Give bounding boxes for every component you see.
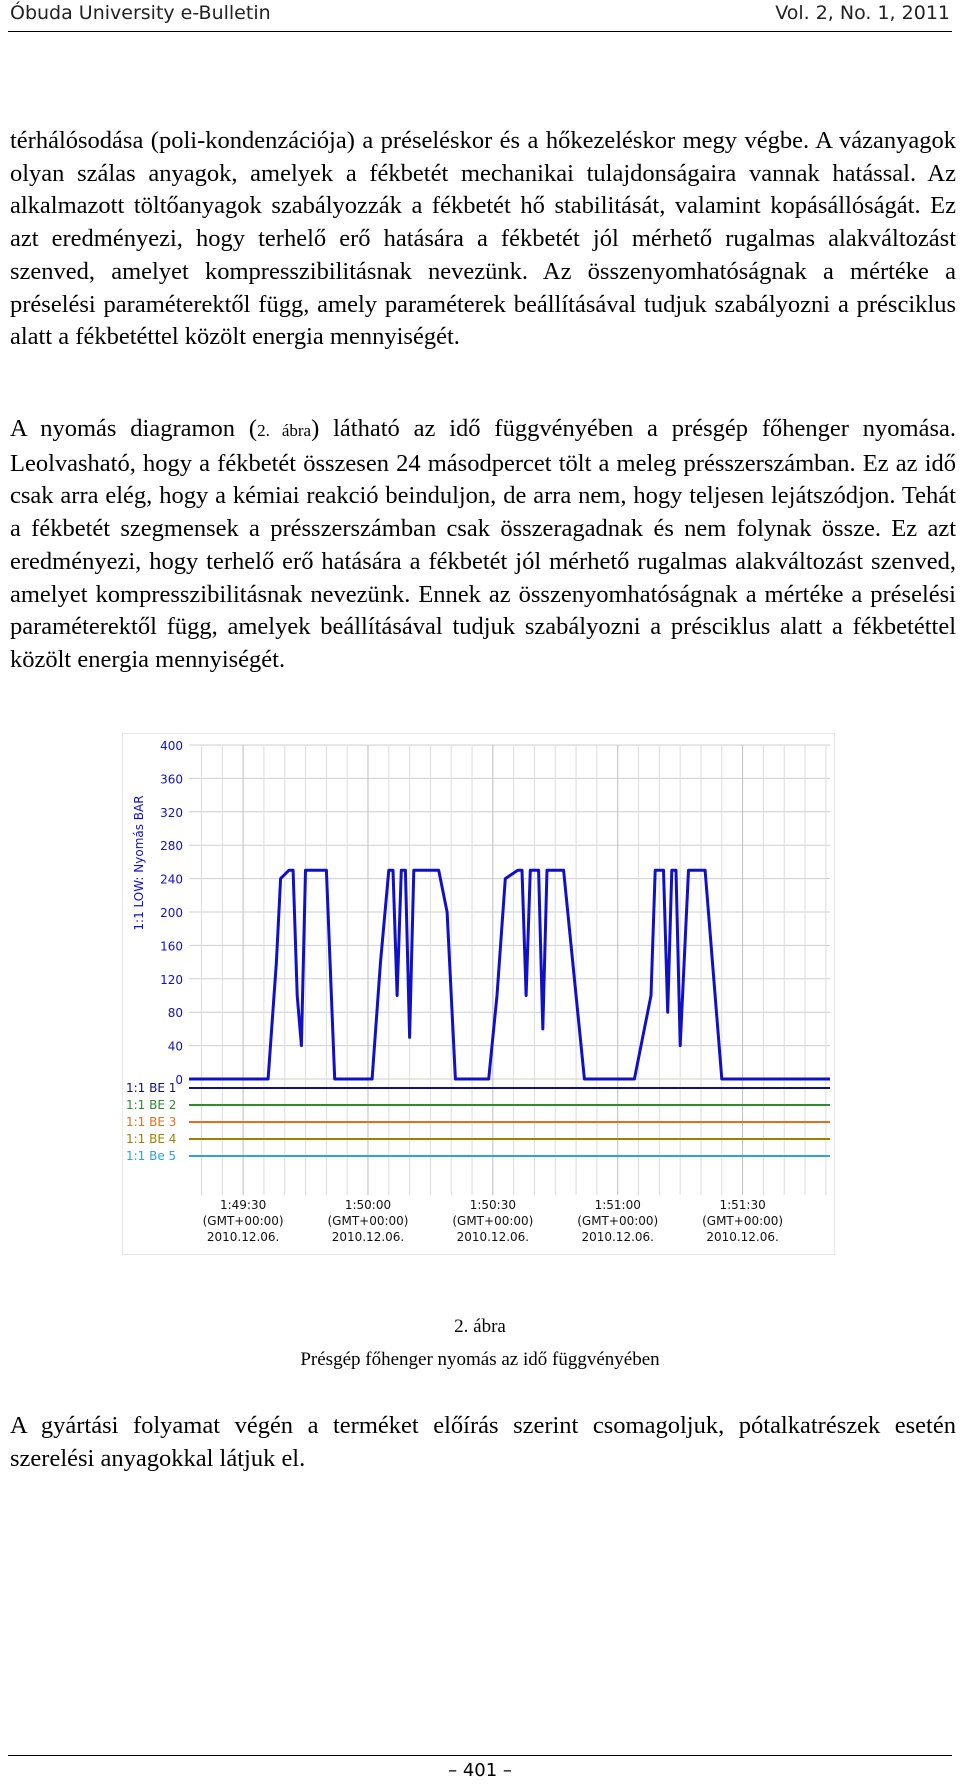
y-tick-label: 80 bbox=[168, 1006, 183, 1020]
page-header: Óbuda University e-Bulletin Vol. 2, No. … bbox=[0, 0, 960, 34]
paragraph-1: térhálósodása (poli-kondenzációja) a pré… bbox=[10, 127, 956, 351]
channel-label: 1:1 Be 5 bbox=[126, 1149, 176, 1163]
y-tick-label: 320 bbox=[160, 806, 183, 820]
y-tick-label: 200 bbox=[160, 906, 183, 920]
y-tick-label: 120 bbox=[160, 973, 183, 987]
x-tick-timezone: (GMT+00:00) bbox=[203, 1214, 284, 1228]
paragraph-2: A nyomás diagramon (2. ábra) látható az … bbox=[10, 413, 956, 677]
journal-title: Óbuda University e-Bulletin bbox=[10, 2, 271, 24]
digital-channels: 1:1 BE 1 1:1 BE 2 1:1 BE 3 1:1 BE 4 1:1 Be 5 bbox=[126, 1081, 830, 1163]
header-rule bbox=[8, 31, 952, 32]
x-axis-ticks: 1:49:30 (GMT+00:00) 2010.12.06. 1:50:00 (GMT… bbox=[203, 1198, 783, 1244]
y-tick-label: 40 bbox=[168, 1040, 183, 1054]
x-tick-time: 1:51:00 bbox=[595, 1198, 641, 1212]
x-tick-time: 1:49:30 bbox=[220, 1198, 266, 1212]
x-tick-date: 2010.12.06. bbox=[457, 1230, 530, 1244]
x-tick-timezone: (GMT+00:00) bbox=[702, 1214, 783, 1228]
chart-frame bbox=[121, 732, 836, 1256]
channel-label: 1:1 BE 2 bbox=[126, 1098, 176, 1112]
y-tick-label: 360 bbox=[160, 772, 183, 786]
y-axis-label: 1:1 LOW: Nyomás BAR bbox=[132, 795, 146, 930]
figure-reference: 2. ábra bbox=[257, 421, 312, 440]
y-tick-label: 280 bbox=[160, 839, 183, 853]
channel-label: 1:1 BE 4 bbox=[126, 1132, 176, 1146]
page-number: – 401 – bbox=[448, 1760, 512, 1781]
figure-caption: Présgép főhenger nyomás az idő függvényé… bbox=[300, 1349, 660, 1370]
footer-rule bbox=[8, 1755, 952, 1756]
chart-series bbox=[189, 868, 830, 1081]
x-tick-date: 2010.12.06. bbox=[706, 1230, 779, 1244]
y-tick-label: 400 bbox=[160, 739, 183, 753]
x-tick-timezone: (GMT+00:00) bbox=[327, 1214, 408, 1228]
y-tick-label: 160 bbox=[160, 939, 183, 953]
x-tick-time: 1:50:30 bbox=[470, 1198, 516, 1212]
channel-label: 1:1 BE 3 bbox=[126, 1115, 176, 1129]
pressure-line bbox=[189, 868, 830, 1081]
x-tick-timezone: (GMT+00:00) bbox=[452, 1214, 533, 1228]
x-tick-timezone: (GMT+00:00) bbox=[577, 1214, 658, 1228]
x-tick-date: 2010.12.06. bbox=[207, 1230, 280, 1244]
volume-info: Vol. 2, No. 1, 2011 bbox=[775, 2, 950, 24]
paragraph-2-start: A nyomás diagramon ( bbox=[10, 415, 258, 442]
x-tick-time: 1:50:00 bbox=[345, 1198, 391, 1212]
x-tick-date: 2010.12.06. bbox=[581, 1230, 654, 1244]
figure-number: 2. ábra bbox=[454, 1316, 506, 1337]
pressure-chart-figure: 400 360 320 280 240 200 160 120 80 40 0 1:1 LOW: N… bbox=[121, 732, 836, 1256]
x-tick-time: 1:51:30 bbox=[719, 1198, 765, 1212]
x-tick-date: 2010.12.06. bbox=[332, 1230, 405, 1244]
paragraph-3: A gyártási folyamat végén a terméket elő… bbox=[10, 1412, 956, 1472]
channel-label: 1:1 BE 1 bbox=[126, 1081, 176, 1095]
y-tick-label: 240 bbox=[160, 873, 183, 887]
y-tick-label: 0 bbox=[175, 1073, 183, 1087]
paragraph-2-rest: ) látható az idő függvényében a présgép … bbox=[10, 415, 956, 673]
